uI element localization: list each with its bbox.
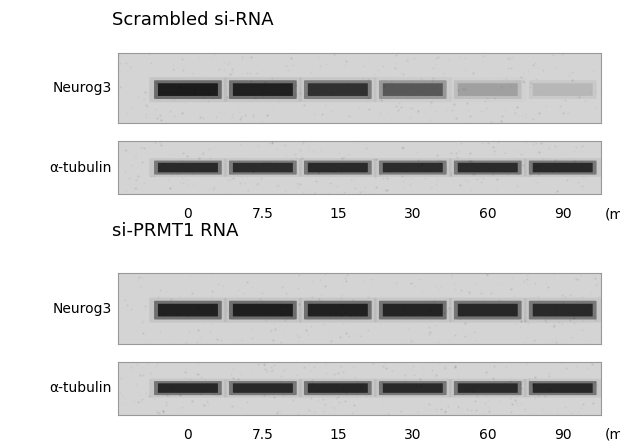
- Text: 90: 90: [554, 428, 572, 441]
- FancyBboxPatch shape: [158, 383, 218, 393]
- FancyBboxPatch shape: [454, 80, 521, 99]
- FancyBboxPatch shape: [379, 381, 446, 395]
- FancyBboxPatch shape: [529, 301, 596, 319]
- FancyBboxPatch shape: [158, 83, 218, 96]
- FancyBboxPatch shape: [374, 379, 451, 397]
- FancyBboxPatch shape: [229, 381, 297, 395]
- FancyBboxPatch shape: [308, 383, 368, 393]
- FancyBboxPatch shape: [224, 379, 301, 397]
- FancyBboxPatch shape: [449, 298, 526, 323]
- FancyBboxPatch shape: [154, 301, 222, 319]
- FancyBboxPatch shape: [149, 158, 227, 177]
- FancyBboxPatch shape: [379, 161, 446, 175]
- FancyBboxPatch shape: [233, 383, 293, 393]
- FancyBboxPatch shape: [383, 304, 443, 317]
- FancyBboxPatch shape: [533, 304, 593, 317]
- Text: (min): (min): [604, 428, 620, 441]
- FancyBboxPatch shape: [383, 383, 443, 393]
- Text: 60: 60: [479, 207, 497, 221]
- FancyBboxPatch shape: [529, 80, 596, 99]
- Text: Neurog3: Neurog3: [52, 81, 112, 95]
- FancyBboxPatch shape: [454, 381, 521, 395]
- Text: si-PRMT1 RNA: si-PRMT1 RNA: [112, 222, 238, 240]
- Text: 0: 0: [184, 207, 192, 221]
- FancyBboxPatch shape: [224, 298, 301, 323]
- FancyBboxPatch shape: [154, 381, 222, 395]
- FancyBboxPatch shape: [149, 298, 227, 323]
- FancyBboxPatch shape: [299, 298, 376, 323]
- Text: 60: 60: [479, 428, 497, 441]
- FancyBboxPatch shape: [529, 161, 596, 175]
- FancyBboxPatch shape: [458, 304, 518, 317]
- FancyBboxPatch shape: [383, 163, 443, 172]
- FancyBboxPatch shape: [229, 161, 297, 175]
- FancyBboxPatch shape: [374, 77, 451, 102]
- Text: 7.5: 7.5: [252, 207, 274, 221]
- FancyBboxPatch shape: [229, 80, 297, 99]
- FancyBboxPatch shape: [233, 163, 293, 172]
- Text: 30: 30: [404, 428, 422, 441]
- Text: 0: 0: [184, 428, 192, 441]
- FancyBboxPatch shape: [529, 381, 596, 395]
- Text: 15: 15: [329, 428, 347, 441]
- FancyBboxPatch shape: [304, 80, 372, 99]
- FancyBboxPatch shape: [154, 80, 222, 99]
- FancyBboxPatch shape: [458, 383, 518, 393]
- FancyBboxPatch shape: [533, 383, 593, 393]
- Text: 90: 90: [554, 207, 572, 221]
- FancyBboxPatch shape: [379, 301, 446, 319]
- FancyBboxPatch shape: [308, 83, 368, 96]
- FancyBboxPatch shape: [524, 379, 601, 397]
- Text: 15: 15: [329, 207, 347, 221]
- FancyBboxPatch shape: [379, 80, 446, 99]
- FancyBboxPatch shape: [524, 158, 601, 177]
- FancyBboxPatch shape: [224, 158, 301, 177]
- FancyBboxPatch shape: [304, 381, 372, 395]
- FancyBboxPatch shape: [299, 158, 376, 177]
- FancyBboxPatch shape: [308, 304, 368, 317]
- FancyBboxPatch shape: [374, 158, 451, 177]
- FancyBboxPatch shape: [524, 298, 601, 323]
- FancyBboxPatch shape: [149, 77, 227, 102]
- FancyBboxPatch shape: [304, 301, 372, 319]
- Text: α-tubulin: α-tubulin: [49, 161, 112, 175]
- Text: Scrambled si-RNA: Scrambled si-RNA: [112, 11, 273, 29]
- FancyBboxPatch shape: [149, 379, 227, 397]
- FancyBboxPatch shape: [229, 301, 297, 319]
- FancyBboxPatch shape: [158, 304, 218, 317]
- Text: Neurog3: Neurog3: [52, 302, 112, 316]
- FancyBboxPatch shape: [454, 301, 521, 319]
- Text: α-tubulin: α-tubulin: [49, 381, 112, 395]
- FancyBboxPatch shape: [533, 163, 593, 172]
- FancyBboxPatch shape: [308, 163, 368, 172]
- FancyBboxPatch shape: [299, 379, 376, 397]
- FancyBboxPatch shape: [383, 83, 443, 96]
- FancyBboxPatch shape: [299, 77, 376, 102]
- FancyBboxPatch shape: [158, 163, 218, 172]
- FancyBboxPatch shape: [233, 304, 293, 317]
- FancyBboxPatch shape: [224, 77, 301, 102]
- FancyBboxPatch shape: [449, 379, 526, 397]
- FancyBboxPatch shape: [233, 83, 293, 96]
- FancyBboxPatch shape: [454, 161, 521, 175]
- Text: 30: 30: [404, 207, 422, 221]
- FancyBboxPatch shape: [533, 83, 593, 96]
- FancyBboxPatch shape: [458, 83, 518, 96]
- Text: (min): (min): [604, 207, 620, 221]
- FancyBboxPatch shape: [154, 161, 222, 175]
- FancyBboxPatch shape: [374, 298, 451, 323]
- FancyBboxPatch shape: [449, 158, 526, 177]
- FancyBboxPatch shape: [458, 163, 518, 172]
- FancyBboxPatch shape: [304, 161, 372, 175]
- Text: 7.5: 7.5: [252, 428, 274, 441]
